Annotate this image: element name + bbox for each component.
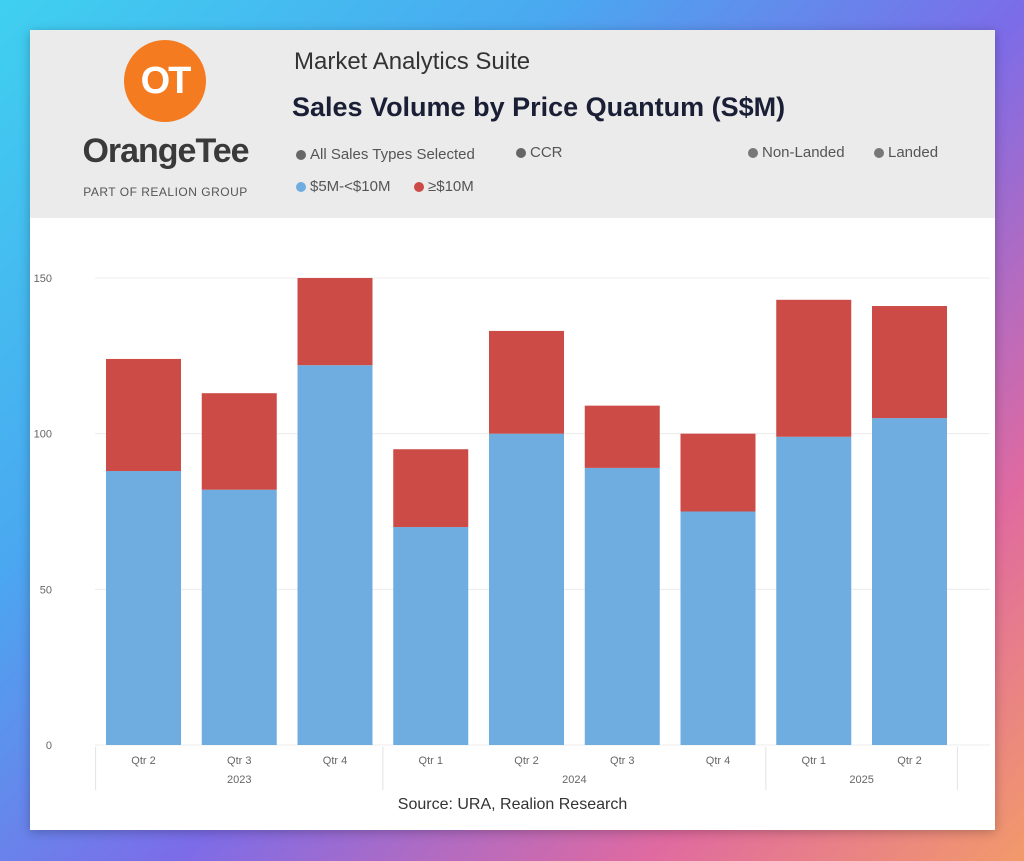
- bar-segment: [584, 467, 660, 745]
- bar-segment: [872, 418, 947, 745]
- legend-item-10m-plus[interactable]: ≥$10M: [414, 178, 474, 195]
- year-label: 2024: [562, 774, 586, 786]
- bar-segment: [680, 511, 756, 745]
- x-tick-label: Qtr 2: [897, 755, 921, 767]
- x-tick-label: Qtr 3: [227, 755, 251, 767]
- y-tick-label: 0: [46, 740, 52, 752]
- bar-segment: [584, 405, 660, 468]
- x-tick-label: Qtr 1: [802, 755, 826, 767]
- filter-landed[interactable]: Landed: [874, 144, 938, 161]
- legend-item-5m-10m[interactable]: $5M-<$10M: [296, 178, 390, 195]
- bar-segment: [106, 471, 181, 745]
- filter-label: Landed: [888, 144, 939, 161]
- source-note: Source: URA, Realion Research: [397, 796, 628, 813]
- year-label: 2025: [849, 774, 873, 786]
- header: OT OrangeTee PART OF REALION GROUP Marke…: [30, 30, 995, 218]
- filter-all-sales-types[interactable]: All Sales Types Selected: [296, 146, 475, 163]
- bar-segment: [393, 449, 469, 528]
- filter-non-landed[interactable]: Non-Landed: [748, 144, 845, 161]
- legend-swatch: [296, 181, 306, 192]
- bar-segment: [201, 489, 277, 745]
- filter-label: All Sales Types Selected: [310, 146, 475, 163]
- brand-subtitle: PART OF REALION GROUP: [83, 185, 248, 199]
- bar-chart: 0 50 100 150 Qtr 2 Qtr 3 Qtr 4 Qtr 1 Qtr 2 Qtr 3 Q…: [34, 273, 990, 790]
- filter-label: Non-Landed: [762, 144, 845, 161]
- dot-icon: [748, 147, 758, 158]
- dot-icon: [516, 147, 526, 158]
- dot-icon: [296, 149, 306, 160]
- x-tick-label: Qtr 2: [514, 755, 538, 767]
- chart-card: OT OrangeTee PART OF REALION GROUP Marke…: [30, 30, 995, 830]
- bar-segment: [680, 433, 756, 512]
- y-tick-label: 150: [34, 273, 52, 285]
- y-tick-label: 100: [34, 429, 52, 441]
- bar-segment: [489, 330, 564, 434]
- dot-icon: [874, 147, 884, 158]
- bar-segment: [872, 306, 947, 419]
- x-tick-label: Qtr 3: [610, 755, 634, 767]
- x-tick-label: Qtr 4: [706, 755, 730, 767]
- bar-segment: [106, 358, 181, 472]
- filter-ccr[interactable]: CCR: [516, 144, 563, 161]
- suite-title: Market Analytics Suite: [294, 48, 531, 75]
- bar-segment: [297, 365, 373, 745]
- x-tick-label: Qtr 4: [323, 755, 347, 767]
- bar-segment: [393, 527, 469, 745]
- legend-label: ≥$10M: [428, 178, 474, 195]
- bar-segment: [297, 278, 373, 366]
- bar-segment: [201, 393, 277, 490]
- legend-label: $5M-<$10M: [310, 178, 391, 195]
- bar-segment: [776, 299, 852, 437]
- bar-segment: [776, 436, 852, 745]
- x-tick-label: Qtr 1: [419, 755, 443, 767]
- year-label: 2023: [227, 774, 251, 786]
- orangetee-logo: OT: [124, 40, 206, 122]
- chart-title: Sales Volume by Price Quantum (S$M): [292, 92, 786, 122]
- legend-swatch: [414, 181, 424, 192]
- brand-name: OrangeTee: [82, 132, 249, 170]
- y-tick-label: 50: [40, 584, 52, 596]
- bar-segment: [489, 433, 564, 745]
- filter-label: CCR: [530, 144, 563, 161]
- x-tick-label: Qtr 2: [131, 755, 155, 767]
